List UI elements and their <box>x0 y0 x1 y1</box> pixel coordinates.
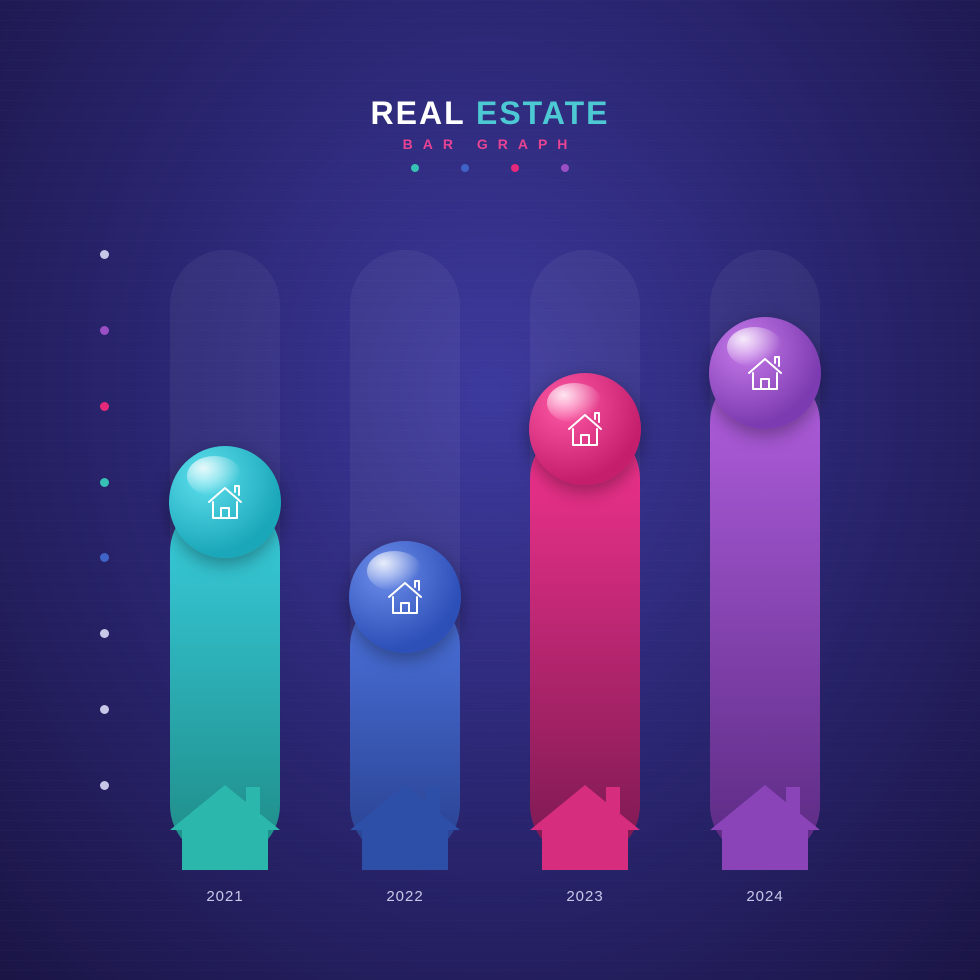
base-house-icon <box>340 775 470 875</box>
house-icon <box>561 405 609 453</box>
legend-dot <box>461 164 469 172</box>
base-house-icon <box>160 775 290 875</box>
bar-label: 2024 <box>746 888 783 905</box>
bar-label: 2022 <box>386 888 423 905</box>
bar-chart: 2021 2022 2023 2024 <box>130 250 890 860</box>
y-axis-dot <box>100 402 109 411</box>
bar-column: 2021 <box>170 250 280 810</box>
bar-column: 2023 <box>530 250 640 810</box>
base-house-icon <box>700 775 830 875</box>
legend-dots <box>0 164 980 172</box>
y-axis-dot <box>100 478 109 487</box>
y-axis-dot <box>100 326 109 335</box>
chart-subtitle: BAR GRAPH <box>0 136 980 152</box>
bar-label: 2023 <box>566 888 603 905</box>
bars-container: 2021 2022 2023 2024 <box>170 250 870 810</box>
y-axis-dot <box>100 705 109 714</box>
y-axis-dot <box>100 250 109 259</box>
legend-dot <box>411 164 419 172</box>
chart-title: REAL ESTATE <box>0 95 980 132</box>
bar-label: 2021 <box>206 888 243 905</box>
house-icon <box>201 478 249 526</box>
base-house-icon <box>520 775 650 875</box>
y-axis-dot <box>100 553 109 562</box>
title-word-1: REAL <box>371 95 466 131</box>
title-word-2: ESTATE <box>476 95 609 131</box>
bar-knob <box>709 317 821 429</box>
bar-knob <box>529 373 641 485</box>
bar-knob <box>169 446 281 558</box>
y-axis-dot <box>100 629 109 638</box>
house-icon <box>741 349 789 397</box>
bar-column: 2024 <box>710 250 820 810</box>
bar-knob <box>349 541 461 653</box>
chart-header: REAL ESTATE BAR GRAPH <box>0 95 980 172</box>
legend-dot <box>561 164 569 172</box>
house-icon <box>381 573 429 621</box>
y-axis-dot <box>100 781 109 790</box>
legend-dot <box>511 164 519 172</box>
bar-column: 2022 <box>350 250 460 810</box>
y-axis-dots <box>100 250 109 790</box>
